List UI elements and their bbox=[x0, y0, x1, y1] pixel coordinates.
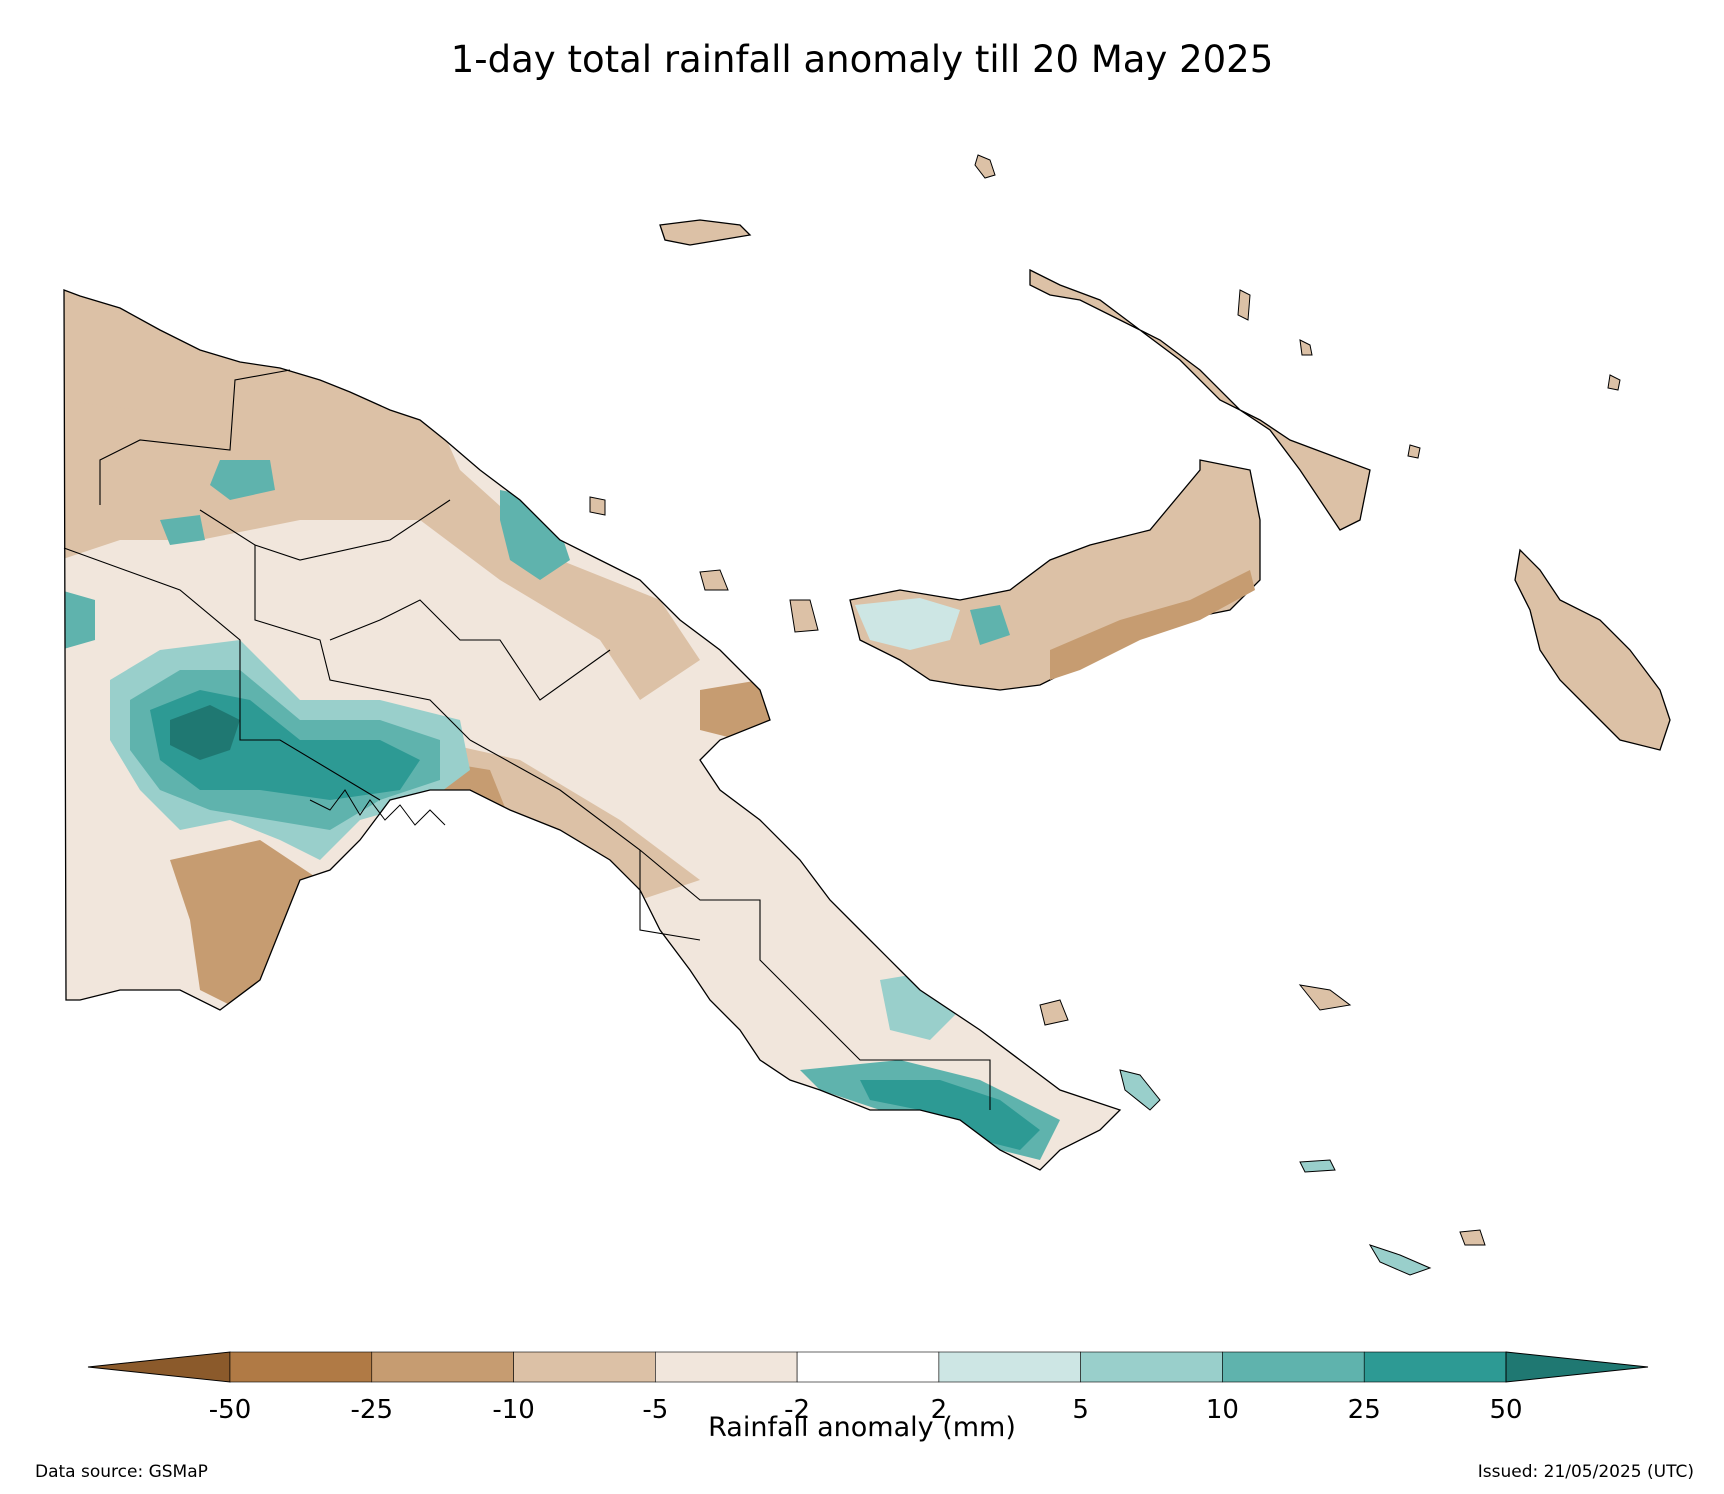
colorbar-tick-label: -5 bbox=[642, 1395, 668, 1420]
colorbar-swatch-below bbox=[87, 1351, 231, 1383]
wet-southeast-core bbox=[860, 1080, 1040, 1150]
wet-islands-southeast bbox=[1119, 1069, 1432, 1276]
colorbar-swatch bbox=[1080, 1351, 1223, 1383]
small-islands bbox=[589, 154, 1621, 1246]
colorbar-tick-label: -50 bbox=[209, 1395, 251, 1420]
papuan-gulf-estuary bbox=[309, 789, 446, 826]
mainland-coastline bbox=[63, 289, 1122, 1171]
colorbar-swatch bbox=[1363, 1351, 1507, 1383]
new-britain-wet-west bbox=[855, 598, 960, 650]
colorbar-tick-label: 25 bbox=[1348, 1395, 1381, 1420]
colorbar-swatch bbox=[513, 1351, 656, 1383]
new-britain-wet-core bbox=[970, 605, 1010, 645]
colorbar-tick-label: 2 bbox=[931, 1395, 948, 1420]
colorbar-swatch bbox=[938, 1351, 1081, 1383]
dry-central bbox=[430, 740, 700, 900]
colorbar-swatch bbox=[371, 1351, 514, 1383]
manus-island bbox=[659, 219, 752, 246]
bougainville bbox=[1514, 548, 1671, 751]
province-borders bbox=[63, 369, 991, 1110]
rainfall-map bbox=[63, 154, 1671, 1276]
colorbar-tick-label: 5 bbox=[1072, 1395, 1089, 1420]
data-source-note: Data source: GSMaP bbox=[35, 1462, 208, 1482]
dry-north bbox=[64, 290, 700, 700]
colorbar-swatch bbox=[229, 1351, 373, 1383]
colorbar-swatch-above bbox=[1505, 1351, 1649, 1383]
wet-north-patch bbox=[210, 460, 275, 500]
dry-west bbox=[64, 400, 180, 520]
colorbar-tick-label: -10 bbox=[492, 1395, 534, 1420]
wet-west-darkest bbox=[170, 705, 240, 760]
new-britain bbox=[849, 459, 1261, 691]
colorbar-label: Rainfall anomaly (mm) bbox=[708, 1412, 1016, 1443]
colorbar-tick-label: -25 bbox=[351, 1395, 393, 1420]
wet-far-west bbox=[64, 590, 95, 650]
colorbar: -50 -25 -10 -5 -2 2 5 10 25 50 bbox=[87, 1351, 1649, 1420]
map-title: 1-day total rainfall anomaly till 20 May… bbox=[450, 38, 1274, 81]
wet-northwest-patch bbox=[160, 515, 205, 545]
colorbar-tick-label: 50 bbox=[1489, 1395, 1522, 1420]
issued-date-note: Issued: 21/05/2025 (UTC) bbox=[1477, 1462, 1694, 1482]
new-ireland bbox=[1029, 268, 1371, 531]
colorbar-tick-label: -2 bbox=[784, 1395, 810, 1420]
colorbar-swatch bbox=[1222, 1351, 1365, 1383]
colorbar-tick-label: 10 bbox=[1206, 1395, 1239, 1420]
new-britain-dry-band bbox=[1050, 570, 1255, 680]
colorbar-swatch bbox=[796, 1351, 940, 1383]
colorbar-swatch bbox=[655, 1351, 798, 1383]
